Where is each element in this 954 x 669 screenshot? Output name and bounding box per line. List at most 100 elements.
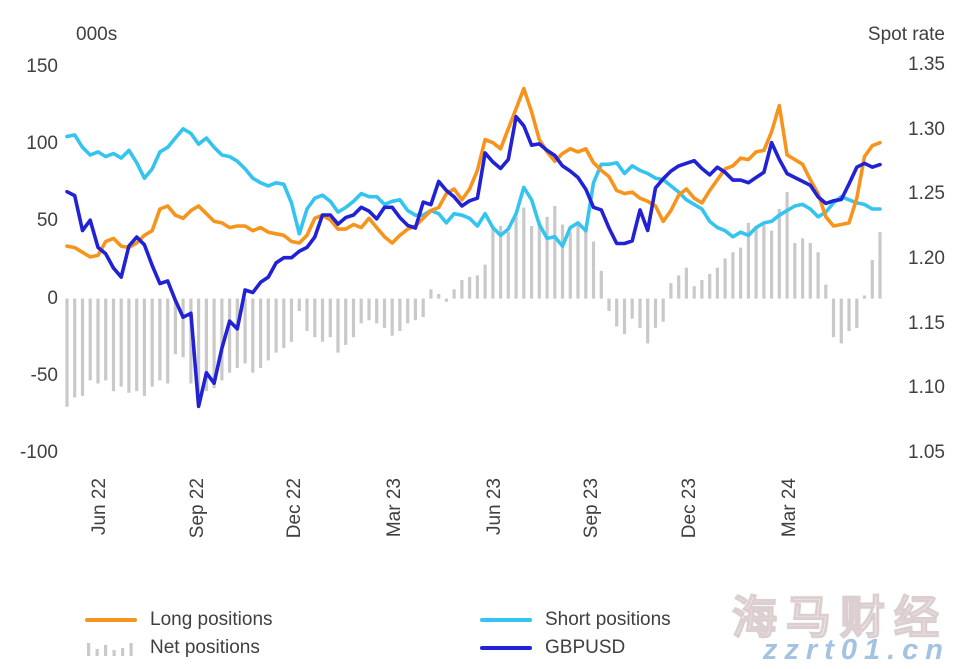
net-positions-bar [824,284,828,299]
net-positions-bar [708,273,712,299]
net-positions-bar [793,243,797,299]
watermark-url-text: zzrt01.cn [762,634,950,666]
net-positions-bar [96,298,100,384]
left-axis-tick-label: 50 [36,210,58,232]
net-positions-bar [545,216,549,299]
net-positions-bar [220,298,224,381]
net-positions-bar [630,298,634,319]
net-positions-bar [522,207,526,299]
net-positions-bar [731,252,735,299]
net-positions-bar [506,232,510,299]
net-positions-bar [429,289,433,299]
net-positions-bar [862,295,867,299]
net-positions-bar [599,270,603,299]
net-positions-bar [870,260,874,299]
net-positions-bar [839,298,843,344]
left-axis-tick-label: -50 [30,364,58,386]
right-axis-tick-label: 1.10 [908,377,945,399]
net-positions-bar [181,298,185,358]
net-positions-bar [197,298,201,399]
net-positions-bar [158,298,162,381]
net-positions-bar [530,226,534,299]
net-positions-bar [537,221,541,299]
short-positions-line [65,127,882,248]
right-axis-tick-label: 1.35 [908,54,945,75]
net-positions-bar [762,224,766,299]
x-axis-tick-label: Jun 23 [483,478,505,536]
x-axis-tick-label: Dec 22 [283,478,305,539]
left-axis-title: 000s [76,24,118,45]
net-positions-bar [135,298,139,392]
net-positions-bar [80,298,85,396]
net-positions-bar [406,298,410,324]
net-positions-bar [313,298,317,338]
net-positions-bar [421,298,425,318]
net-positions-bar [468,277,472,299]
net-positions-bar [692,286,696,299]
long-positions-line [65,86,882,259]
net-positions-bar [104,298,108,381]
net-positions-bar [607,298,611,311]
net-positions-bar [398,298,402,331]
net-positions-bar [127,298,131,393]
net-positions-bar [189,298,193,384]
right-axis-tick-label: 1.05 [908,442,945,463]
net-positions-bar [65,298,69,407]
net-positions-bar [475,275,479,299]
x-axis-tick-label: Dec 23 [679,478,700,539]
net-positions-bar [754,226,758,299]
net-positions-bar [437,294,441,299]
net-positions-bar [282,298,286,348]
net-positions-bar [413,298,417,321]
x-axis-tick-label: Mar 24 [779,478,800,538]
net-positions-bar [746,222,750,299]
net-positions-bar [150,298,154,387]
net-positions-bar [274,298,278,353]
net-positions-bar [677,275,681,299]
net-positions-bar [615,298,619,327]
net-positions-bar [375,298,379,324]
net-positions-bar [444,298,448,302]
net-positions-bar [661,298,665,322]
left-axis-tick-label: 100 [26,133,58,155]
net-positions-bar [568,232,572,299]
net-positions-bar [119,298,123,387]
net-positions-bar [770,230,774,299]
net-positions-bar [576,221,580,299]
x-axis-tick-label: Mar 23 [383,478,405,538]
net-positions-bar [328,298,332,338]
net-positions-bar [653,298,658,328]
net-positions-bar [801,238,805,299]
net-positions-bar [204,298,208,392]
net-positions-bar [452,289,456,299]
net-positions-bar [483,264,487,299]
net-positions-bar [359,298,363,324]
net-positions-bar [638,298,642,328]
x-axis-tick-label: Sep 23 [580,478,602,539]
gbpusd-line [65,114,882,409]
net-positions-bar [166,298,170,384]
right-axis-title: Spot rate [867,24,945,45]
net-positions-bar [669,283,673,299]
net-positions-bar [460,280,464,299]
net-positions-bar [266,298,270,361]
net-positions-bar [684,267,688,299]
right-axis-tick-label: 1.30 [908,118,945,140]
net-positions-bar [336,298,340,353]
net-positions-bar [499,226,503,299]
right-axis-tick-label: 1.15 [908,312,945,334]
left-axis-tick-label: 150 [26,56,58,77]
net-positions-bar [73,298,77,398]
net-positions-bar [777,209,781,299]
net-positions-bar [622,298,627,335]
net-positions-bar [142,298,146,396]
net-positions-bar [235,298,239,369]
net-positions-bar [297,298,301,311]
x-axis-tick-label: Jun 22 [89,478,110,536]
net-positions-bar [228,298,232,373]
net-positions-bar [88,298,92,381]
net-positions-bar [808,243,812,299]
net-positions-bar [847,298,851,331]
